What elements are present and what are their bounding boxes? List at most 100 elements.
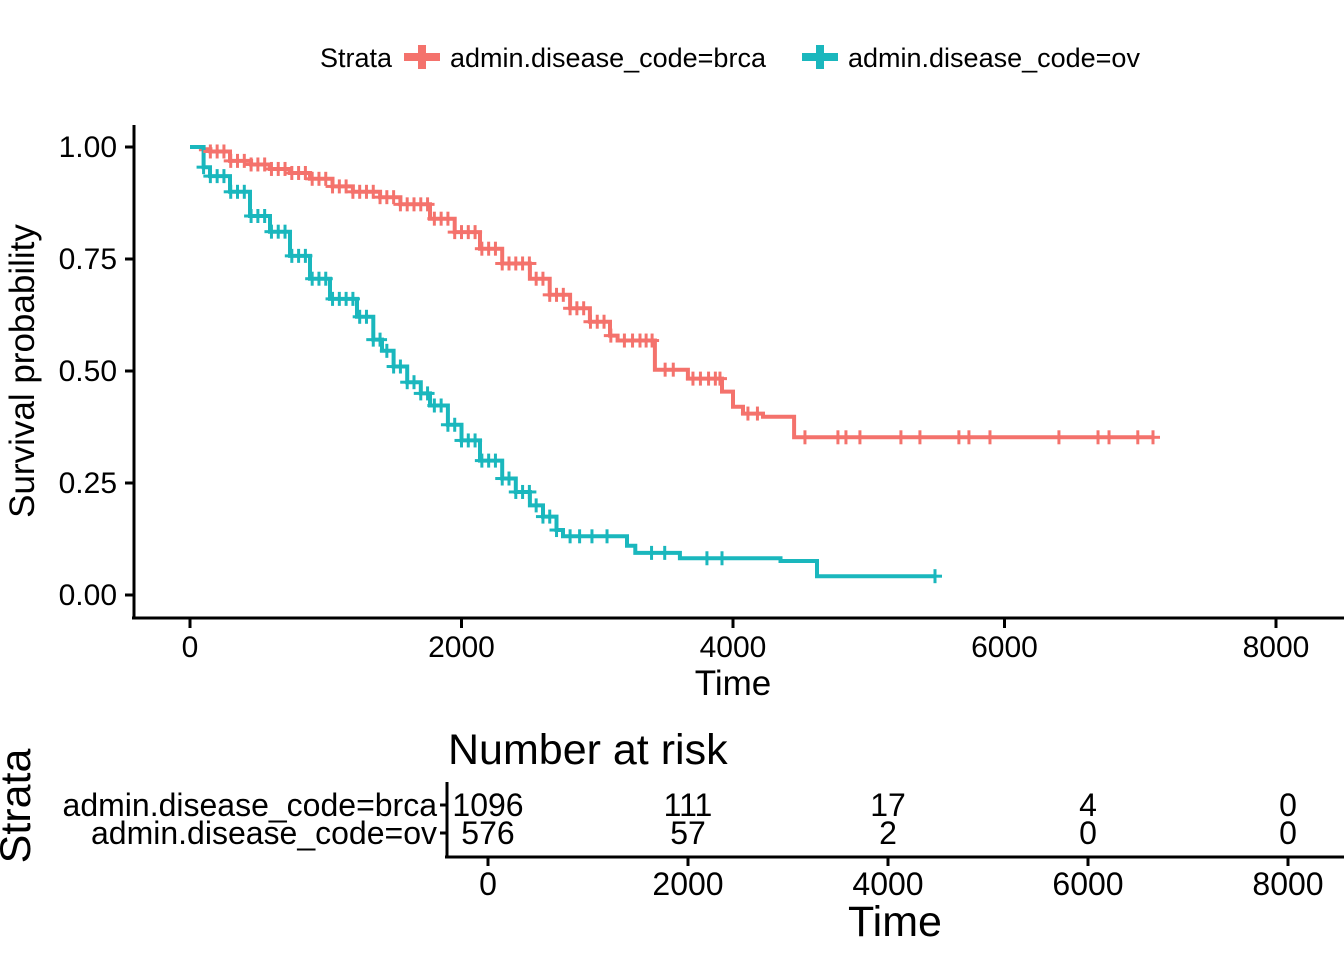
risk-table-title: Number at risk (448, 726, 728, 774)
y-tick-label: 0.00 (59, 579, 117, 612)
censor-mark (440, 211, 455, 226)
risk-row-label: admin.disease_code=brca (63, 787, 438, 823)
y-tick-label: 0.25 (59, 467, 117, 500)
censor-mark (603, 328, 618, 343)
survival-curves (190, 145, 1153, 579)
censor-mark (961, 430, 976, 445)
censor-mark (216, 169, 231, 184)
censor-mark (468, 225, 483, 240)
censor-mark (447, 417, 462, 432)
risk-rows: admin.disease_code=brca 1096 111 17 4 0admin.… (63, 787, 1297, 851)
censor-mark (645, 333, 660, 348)
risk-table-row: admin.disease_code=brca 1096 111 17 4 0 (63, 787, 1297, 823)
censor-mark (584, 529, 599, 544)
x-tick-label: 4000 (700, 631, 767, 664)
censor-mark (468, 433, 483, 448)
risk-count: 0 (1079, 815, 1097, 851)
censor-mark (982, 430, 997, 445)
censor-mark (216, 144, 231, 159)
censor-mark (529, 498, 544, 513)
legend-item-label: admin.disease_code=brca (450, 43, 767, 73)
y-tick-label: 1.00 (59, 131, 117, 164)
x-tick-label: 0 (182, 631, 199, 664)
censor-mark (549, 523, 564, 538)
y-axis-title: Survival probability (3, 224, 42, 518)
risk-x-tick-label: 0 (479, 866, 497, 902)
censor-mark (379, 343, 394, 358)
main-plot: 1.00 0.75 0.50 0.25 0.00 0 2000 4000 6000 8000 S… (3, 125, 1344, 703)
censor-mark (237, 184, 252, 199)
risk-x-axis-ticks: 0 2000 4000 6000 8000 (479, 857, 1324, 902)
censor-mark (1102, 430, 1117, 445)
y-axis-ticks: 1.00 0.75 0.50 0.25 0.00 (59, 131, 134, 612)
y-tick-label: 0.75 (59, 243, 117, 276)
censor-mark (852, 430, 867, 445)
survival-curve-brca (190, 145, 1153, 440)
censor-mark (318, 271, 333, 286)
risk-count: 57 (670, 815, 706, 851)
censor-marks (196, 144, 1161, 584)
x-tick-label: 8000 (1243, 631, 1310, 664)
legend-items: admin.disease_code=brca admin.disease_cod… (404, 43, 1140, 73)
censor-mark (434, 398, 449, 413)
censor-mark (488, 241, 503, 256)
legend-title: Strata (320, 43, 393, 73)
survival-curve-ov (190, 145, 935, 579)
censor-mark (542, 509, 557, 524)
censor-mark (715, 551, 730, 566)
censor-mark (420, 386, 435, 401)
censor-mark (797, 430, 812, 445)
censor-mark (522, 256, 537, 271)
legend-item: admin.disease_code=ov (802, 43, 1140, 73)
censor-mark (535, 271, 550, 286)
risk-count: 576 (461, 815, 514, 851)
censor-mark (298, 248, 313, 263)
censor-mark (345, 291, 360, 306)
censor-mark (838, 430, 853, 445)
censor-mark (600, 529, 615, 544)
risk-count: 1096 (452, 787, 523, 823)
legend-item: admin.disease_code=brca (404, 43, 767, 73)
risk-x-tick-label: 4000 (852, 866, 923, 902)
censor-mark (359, 309, 374, 324)
risk-count: 4 (1079, 787, 1097, 823)
censor-mark (488, 453, 503, 468)
censor-mark (666, 362, 681, 377)
risk-count: 2 (879, 815, 897, 851)
x-axis-ticks: 0 2000 4000 6000 8000 (182, 618, 1310, 664)
y-tick-label: 0.50 (59, 355, 117, 388)
x-tick-label: 6000 (971, 631, 1038, 664)
risk-count: 17 (870, 787, 906, 823)
risk-count: 0 (1279, 815, 1297, 851)
censor-mark (318, 171, 333, 186)
censor-mark (576, 301, 591, 316)
censor-mark (196, 160, 211, 175)
censor-mark (522, 484, 537, 499)
censor-mark (699, 551, 714, 566)
censor-mark (556, 287, 571, 302)
censor-mark (406, 375, 421, 390)
risk-table: Number at risk Strata admin.disease_code… (0, 726, 1344, 946)
risk-x-axis-title: Time (848, 898, 942, 946)
censor-mark (712, 371, 727, 386)
censor-mark (912, 430, 927, 445)
censor-mark (750, 406, 765, 421)
censor-mark (1146, 430, 1161, 445)
risk-x-tick-label: 2000 (652, 866, 723, 902)
censor-mark (657, 545, 672, 560)
x-axis-title: Time (695, 664, 771, 703)
censor-mark (597, 314, 612, 329)
legend: Strata admin.disease_code=brca admin.dise… (320, 43, 1140, 73)
censor-mark (257, 208, 272, 223)
censor-mark (893, 430, 908, 445)
risk-row-label: admin.disease_code=ov (91, 815, 437, 851)
legend-item-label: admin.disease_code=ov (848, 43, 1140, 73)
censor-mark (386, 190, 401, 205)
censor-mark (1130, 430, 1145, 445)
x-tick-label: 2000 (428, 631, 495, 664)
censor-mark (572, 529, 587, 544)
censor-mark (278, 224, 293, 239)
risk-count: 111 (664, 787, 713, 823)
